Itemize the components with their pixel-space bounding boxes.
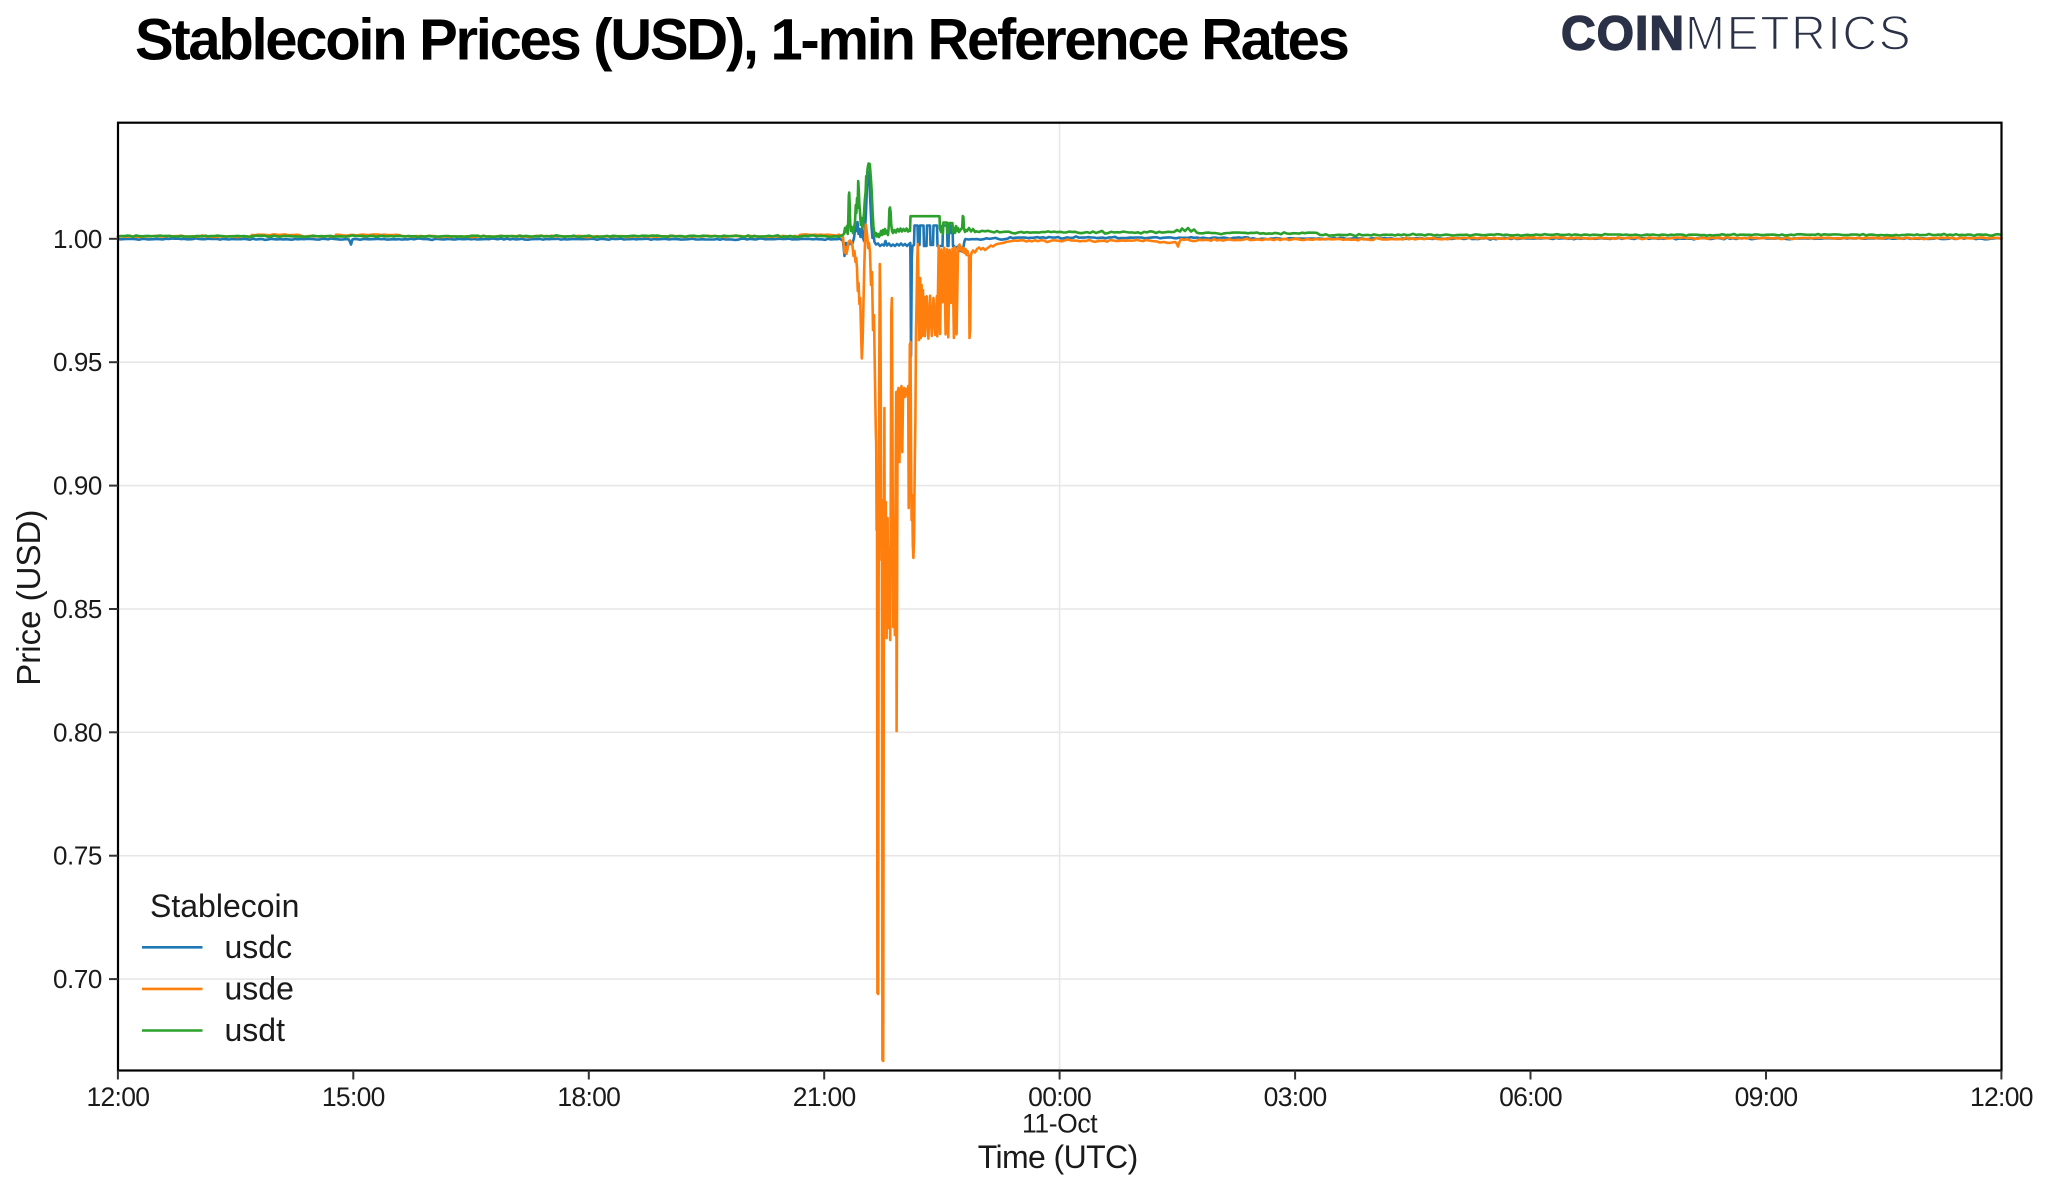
svg-text:21:00: 21:00 bbox=[793, 1082, 856, 1112]
svg-text:Price (USD): Price (USD) bbox=[10, 510, 47, 686]
svg-text:Stablecoin Prices (USD), 1-min: Stablecoin Prices (USD), 1-min Reference… bbox=[135, 8, 1348, 73]
svg-text:usde: usde bbox=[225, 971, 294, 1007]
svg-text:COINMETRICS: COINMETRICS bbox=[1561, 8, 1912, 61]
svg-text:0.90: 0.90 bbox=[53, 471, 102, 501]
svg-text:15:00: 15:00 bbox=[322, 1082, 385, 1112]
svg-text:00:00: 00:00 bbox=[1028, 1082, 1091, 1112]
svg-text:Time (UTC): Time (UTC) bbox=[978, 1139, 1138, 1175]
svg-text:12:00: 12:00 bbox=[86, 1082, 149, 1112]
svg-text:0.95: 0.95 bbox=[53, 347, 102, 377]
svg-text:usdc: usdc bbox=[225, 929, 293, 965]
svg-text:0.70: 0.70 bbox=[53, 964, 102, 994]
svg-text:03:00: 03:00 bbox=[1264, 1082, 1327, 1112]
svg-text:12:00: 12:00 bbox=[1970, 1082, 2033, 1112]
svg-text:usdt: usdt bbox=[225, 1012, 286, 1048]
svg-text:11-Oct: 11-Oct bbox=[1022, 1109, 1098, 1139]
svg-text:0.75: 0.75 bbox=[53, 841, 102, 871]
svg-text:09:00: 09:00 bbox=[1735, 1082, 1798, 1112]
svg-text:18:00: 18:00 bbox=[557, 1082, 620, 1112]
svg-text:Stablecoin: Stablecoin bbox=[150, 888, 299, 924]
svg-text:0.85: 0.85 bbox=[53, 594, 102, 624]
svg-text:0.80: 0.80 bbox=[53, 717, 102, 747]
svg-text:1.00: 1.00 bbox=[53, 224, 102, 254]
svg-text:06:00: 06:00 bbox=[1499, 1082, 1562, 1112]
